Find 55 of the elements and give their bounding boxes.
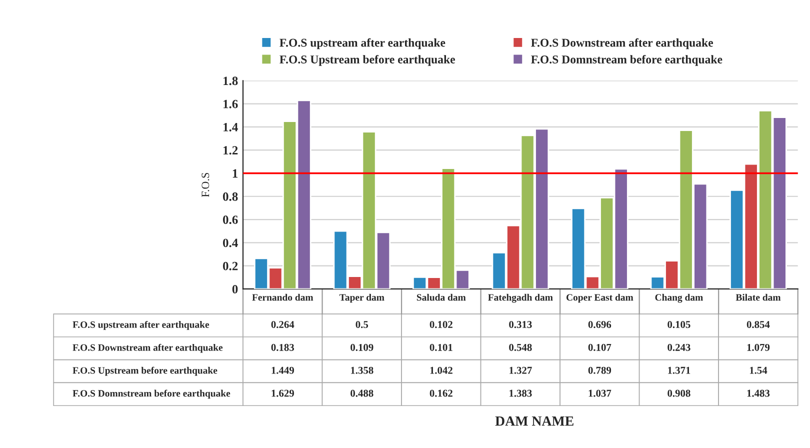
data-label: 0.854 xyxy=(746,320,770,328)
data-label: 1.358 xyxy=(351,366,374,374)
x-tick-label: Bilate dam xyxy=(736,294,781,301)
y-tick-label: 0.4 xyxy=(222,238,238,248)
data-label: 1.371 xyxy=(668,366,690,374)
data-label: 1.54 xyxy=(750,366,768,374)
data-label: 0.5 xyxy=(356,320,368,328)
data-label: 1.042 xyxy=(430,366,452,374)
data-label: 0.548 xyxy=(509,344,532,351)
x-tick-label: Fatehgadh dam xyxy=(488,294,553,303)
data-label: 1.037 xyxy=(588,390,612,397)
x-tick-label: Chang dam xyxy=(655,294,703,303)
data-label: 0.789 xyxy=(588,366,612,374)
legend-label: F.O.S upstream after earthquake xyxy=(280,38,446,50)
data-label: 0.101 xyxy=(430,344,452,351)
x-tick-label: Taper dam xyxy=(339,294,384,303)
y-tick-label: 1.6 xyxy=(224,100,238,108)
text: F.O.S Domnstream before earthquake xyxy=(72,390,230,399)
data-label: 1.483 xyxy=(747,390,770,397)
data-label: 0.908 xyxy=(668,390,690,397)
data-label: 0.109 xyxy=(350,344,374,351)
y-tick-label: 0.6 xyxy=(222,216,238,224)
y-tick-label: 1.4 xyxy=(224,123,238,132)
y-tick-label: 1.2 xyxy=(224,146,238,155)
data-label: 0.696 xyxy=(588,320,612,328)
text: F.O.S Upstream before earthquake xyxy=(72,366,218,376)
data-label: 1.327 xyxy=(510,366,532,374)
y-tick-label: 0 xyxy=(232,284,238,294)
data-label: 0.264 xyxy=(271,320,294,328)
legend-label: F.O.S Domnstream before earthquake xyxy=(531,55,722,66)
x-tick-label: Saluda dam xyxy=(416,294,466,301)
data-label: 1.383 xyxy=(510,390,532,397)
y-tick-label: 1.8 xyxy=(224,76,238,86)
data-label: 0.243 xyxy=(668,344,690,351)
data-label: 0.102 xyxy=(430,320,452,328)
y-axis-title: F.O.S xyxy=(202,172,210,198)
legend-label: F.O.S Upstream before earthquake xyxy=(280,55,455,66)
y-tick-label: 0.2 xyxy=(222,262,238,270)
data-label: 0.183 xyxy=(271,344,294,351)
text: DAM NAME xyxy=(495,416,574,426)
data-label: 1.449 xyxy=(272,366,294,374)
x-tick-label: Fernando dam xyxy=(252,294,314,301)
data-label: 1.079 xyxy=(747,344,770,351)
text: F.O.S Downstream after earthquake xyxy=(72,344,223,353)
data-label: 0.162 xyxy=(430,390,452,397)
data-label: 0.313 xyxy=(509,320,532,328)
data-label: 0.105 xyxy=(668,320,690,328)
x-tick-label: Coper East dam xyxy=(566,294,634,303)
legend-label: F.O.S Downstream after earthquake xyxy=(531,38,714,50)
y-tick-label: 1 xyxy=(232,169,238,178)
y-tick-label: 0.8 xyxy=(222,192,238,201)
data-label: 0.107 xyxy=(588,344,612,351)
data-label: 1.629 xyxy=(272,390,294,397)
text: F.O.S upstream after earthquake xyxy=(72,320,210,330)
data-label: 0.488 xyxy=(350,390,374,397)
